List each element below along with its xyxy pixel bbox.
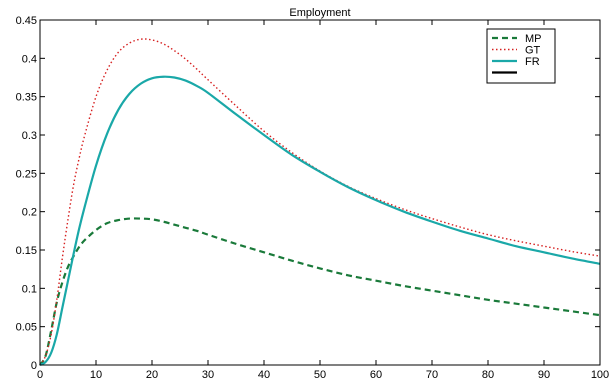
legend-box (486, 28, 556, 84)
y-tick-label: 0.05 (16, 322, 37, 334)
chart-title: Employment (289, 7, 350, 19)
x-tick-label: 20 (146, 369, 158, 381)
series-line-fr (39, 75, 601, 367)
x-tick-label: 100 (591, 369, 609, 381)
x-tick-label: 50 (314, 369, 326, 381)
y-tick-label: 0.15 (16, 245, 37, 257)
y-tick-label: 0.2 (22, 207, 37, 219)
x-tick-label: 80 (482, 369, 494, 381)
legend-label-mp: MP (525, 33, 542, 45)
x-tick-label: 90 (538, 369, 550, 381)
y-tick-label: 0 (31, 360, 37, 372)
x-tick-label: 30 (202, 369, 214, 381)
series-layer (39, 38, 601, 367)
y-tick-label: 0.3 (22, 130, 37, 142)
y-tick-label: 0.1 (22, 283, 37, 295)
series-line-mp (39, 217, 601, 366)
x-tick-label: 60 (370, 369, 382, 381)
legend-label-fr: FR (525, 56, 540, 68)
y-tick-label: 0.45 (16, 15, 37, 27)
x-tick-label: 10 (90, 369, 102, 381)
y-tick-label: 0.35 (16, 92, 37, 104)
axes-layer: 0 10 20 30 40 50 60 70 80 90 100 0 0.05 0.1 0.15 0.2 0.2… (16, 15, 610, 381)
x-tick-label: 40 (258, 369, 270, 381)
x-tick-label: 0 (37, 369, 43, 381)
legend-label-gt: GT (525, 45, 541, 57)
y-tick-label: 0.25 (16, 168, 37, 180)
x-tick-label: 70 (426, 369, 438, 381)
y-tick-label: 0.4 (22, 53, 37, 65)
